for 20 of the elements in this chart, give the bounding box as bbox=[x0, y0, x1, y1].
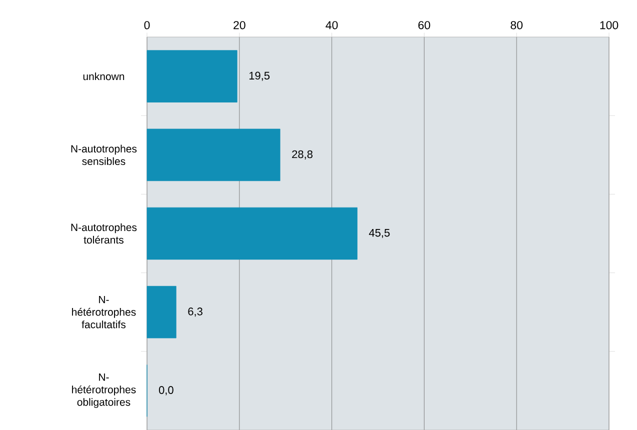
data-label: 0,0 bbox=[158, 386, 174, 396]
y-tick-label: N-autotrophes sensibles bbox=[71, 144, 137, 166]
data-label: 6,3 bbox=[188, 308, 202, 317]
x-tick-label: 100 bbox=[600, 21, 618, 30]
y-tick-label: unknown bbox=[83, 72, 124, 80]
bar bbox=[146, 286, 176, 338]
bar bbox=[146, 128, 280, 182]
data-label: 19,5 bbox=[249, 72, 270, 81]
data-label: 45,5 bbox=[368, 229, 390, 238]
y-tick-label: N-autotrophes tolérants bbox=[71, 223, 137, 244]
x-tick-label: 20 bbox=[234, 21, 246, 30]
x-tick-label: 40 bbox=[326, 21, 338, 30]
x-tick-label: 80 bbox=[510, 21, 523, 30]
x-tick-label: 0 bbox=[144, 21, 150, 30]
x-tick-label: 60 bbox=[418, 21, 430, 30]
bar bbox=[146, 50, 238, 102]
y-tick-label: N-hétérotrophes facultatifs bbox=[72, 296, 136, 328]
data-label: 28,8 bbox=[292, 150, 313, 160]
bar bbox=[146, 207, 358, 260]
y-tick-label: N-hétérotrophes obligatoires bbox=[72, 374, 136, 408]
